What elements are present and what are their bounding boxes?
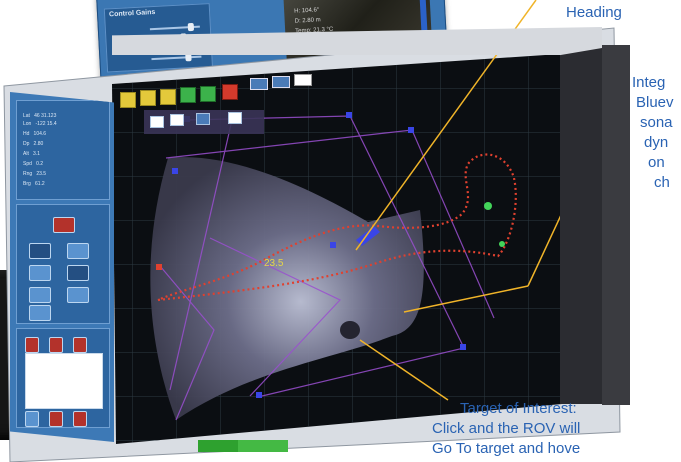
target-button[interactable]	[49, 337, 63, 353]
callout-integ-6: ch	[654, 174, 670, 191]
target-button[interactable]	[25, 337, 39, 353]
rov-track	[157, 153, 517, 302]
status-indicator	[198, 440, 238, 452]
target-button[interactable]	[73, 337, 87, 353]
flight-button[interactable]	[67, 265, 89, 281]
target-distance-label: 23.5	[264, 258, 284, 269]
sonar-icon[interactable]	[272, 76, 290, 88]
callout-integ-4: dyn	[644, 134, 669, 151]
route-icon[interactable]	[160, 89, 176, 105]
callout-integ-3: sona	[640, 114, 673, 131]
rov-icon[interactable]	[200, 86, 216, 102]
flight-button[interactable]	[29, 305, 51, 321]
telemetry-section: Lat 46 31.123 Lon -122 15.4 Hd 104.6 Dp …	[16, 100, 110, 200]
callout-target-1: Target of Interest:	[460, 400, 577, 417]
targets-list[interactable]	[25, 353, 103, 409]
target-action-button[interactable]	[25, 411, 39, 427]
camera-icon[interactable]	[250, 78, 268, 90]
depth-gauge	[560, 48, 602, 404]
select-icon[interactable]	[120, 92, 136, 108]
callout-target-3: Go To target and hove	[432, 440, 581, 457]
flight-button[interactable]	[29, 287, 51, 303]
submenu-button[interactable]	[228, 112, 242, 124]
stop-icon[interactable]	[222, 84, 238, 100]
submenu-button[interactable]	[170, 114, 184, 126]
heading-gauge	[602, 45, 630, 405]
waypoint-icon[interactable]	[140, 90, 156, 106]
target-icon[interactable]	[180, 87, 196, 103]
callout-integ-2: Bluev	[636, 94, 674, 111]
flight-control-section	[16, 204, 110, 324]
targets-section	[16, 328, 110, 428]
flight-button[interactable]	[29, 243, 51, 259]
flight-button[interactable]	[67, 287, 89, 303]
target-action-button[interactable]	[49, 411, 63, 427]
callout-integ-5: on	[648, 154, 665, 171]
callout-integ-1: Integ	[632, 74, 666, 91]
left-panel: Lat 46 31.123 Lon -122 15.4 Hd 104.6 Dp …	[10, 92, 114, 442]
target-action-button[interactable]	[73, 411, 87, 427]
submenu-button[interactable]	[150, 116, 164, 128]
callout-target-2: Click and the ROV will	[432, 420, 581, 437]
status-indicator	[238, 440, 288, 452]
flight-button[interactable]	[29, 265, 51, 281]
ruler-icon[interactable]	[294, 74, 312, 86]
flight-stop-button[interactable]	[53, 217, 75, 233]
submenu-button[interactable]	[196, 113, 210, 125]
sonar-fan	[150, 157, 424, 420]
flight-button[interactable]	[67, 243, 89, 259]
callout-heading: Heading	[566, 4, 622, 21]
